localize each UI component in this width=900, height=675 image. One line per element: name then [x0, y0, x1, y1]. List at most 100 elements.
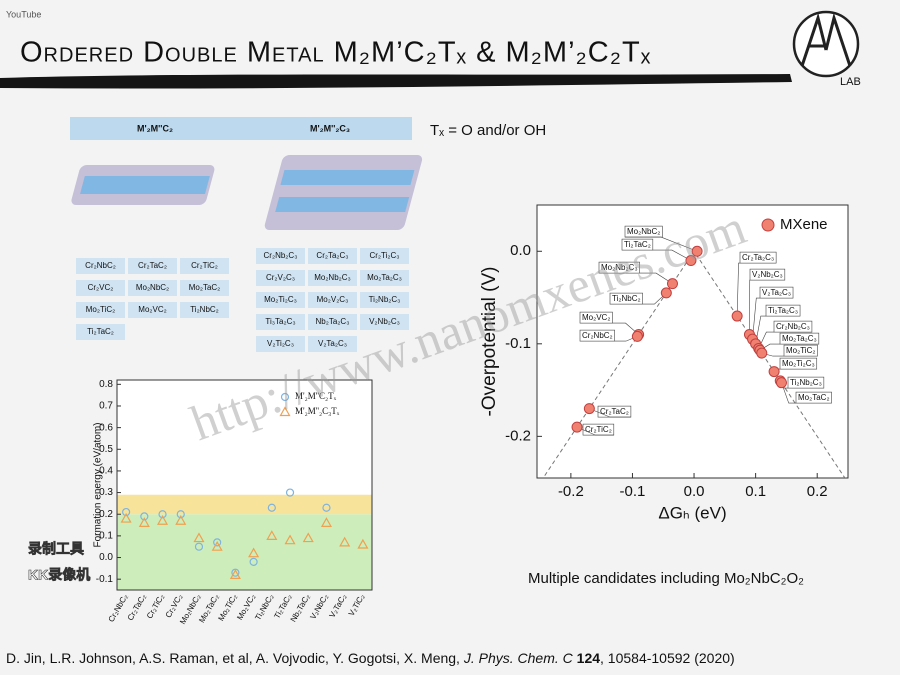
x-tick-label: -0.2 — [558, 483, 584, 500]
mxene-point — [571, 421, 583, 433]
mxene-point — [631, 330, 643, 342]
plot-frame — [116, 379, 373, 591]
compound-cell — [308, 314, 357, 330]
mxene-point — [768, 366, 780, 378]
citation-authors: D. Jin, L.R. Johnson, A.S. Raman, et al,… — [6, 650, 464, 666]
point-label: Mo₂NbC₂ — [627, 227, 660, 236]
leader-line — [639, 272, 673, 284]
triangle-point — [120, 512, 132, 523]
triangle-point — [248, 547, 260, 558]
compound-cell — [308, 336, 357, 352]
point-label: Mo₂Nb₂C₃ — [601, 263, 638, 272]
mxene-point — [731, 310, 743, 322]
point-label: Cr₂TiC₂ — [585, 425, 612, 434]
compound-label: Ti₂Nb₂C₃ — [369, 295, 401, 304]
triangle-point — [175, 514, 187, 525]
circle-point — [122, 507, 131, 517]
slide-title: Ordered Double Metal M₂M’C₂Tₓ & M₂M’₂C₂T… — [20, 37, 651, 69]
triangle-point — [320, 517, 332, 527]
triangle-point — [211, 540, 223, 551]
compound-label: Cr₂VC₂ — [88, 283, 114, 292]
x-tick-label: 0.0 — [684, 483, 705, 500]
y-axis-label: Formation energy (eV/atom) — [93, 422, 104, 547]
compound-label: Ti₂TaC₂ — [87, 327, 114, 336]
logo-label: LAB — [840, 76, 861, 88]
point-label-box — [773, 320, 813, 333]
compound-label: Mo₂TiC₂ — [86, 305, 115, 314]
compound-label: Mo₂NbC₂ — [136, 283, 169, 292]
compound-label: Ti₃Ta₂C₃ — [265, 317, 295, 326]
point-label-box — [759, 286, 794, 299]
circle-point — [267, 503, 276, 512]
compound-label: Nb₂Ta₂C₃ — [316, 317, 350, 326]
compound-cell — [308, 248, 357, 264]
compound-cell — [256, 248, 305, 264]
y-tick-label: 0.4 — [99, 466, 113, 477]
compound-cell — [256, 292, 305, 308]
leader-line — [758, 331, 774, 349]
y-tick-label: 0.2 — [99, 509, 113, 520]
y-tick-label: -0.1 — [505, 335, 531, 352]
circle-point — [322, 503, 331, 512]
triangle-point — [279, 406, 291, 417]
mxene-point — [685, 255, 697, 267]
mxene-point — [775, 377, 787, 389]
point-label-box — [609, 292, 643, 305]
recorder-watermark: 录制工具 — [28, 541, 84, 557]
compound-label: Mo₂VC₂ — [138, 305, 166, 314]
y-tick-label: 0.5 — [99, 444, 113, 455]
mxene-point — [660, 287, 672, 299]
point-label-box — [787, 376, 825, 389]
point-label-box — [739, 251, 777, 264]
y-tick-label: 0.0 — [99, 552, 113, 563]
triangle-point — [284, 534, 296, 545]
point-label: Mo₂Ti₂C₃ — [782, 359, 815, 368]
triangle-point — [138, 517, 150, 527]
point-label-box — [598, 261, 640, 274]
circle-point — [158, 510, 167, 519]
point-label: Mo₂VC₂ — [582, 313, 610, 322]
triangle-point — [157, 514, 169, 525]
citation: D. Jin, L.R. Johnson, A.S. Raman, et al,… — [6, 650, 735, 666]
compound-cell — [256, 314, 305, 330]
compound-label: Cr₂TiC₂ — [191, 261, 218, 270]
brush-stroke — [0, 74, 792, 89]
leader-line — [736, 262, 740, 317]
y-tick-label: 0.6 — [99, 422, 113, 433]
point-label-box — [749, 268, 786, 281]
leader-line — [652, 249, 692, 261]
compound-cell — [360, 314, 409, 330]
compound-cell — [76, 280, 125, 296]
point-label-box — [765, 304, 801, 317]
compound-cell — [256, 270, 305, 286]
recorder-watermark: KK录像机 — [28, 567, 90, 583]
y-tick-label: 0.0 — [510, 242, 531, 259]
point-label: Ti₂Ta₂C₃ — [768, 306, 798, 315]
compound-label: Mo₂Ta₂C₃ — [367, 273, 402, 282]
leader-line — [781, 382, 796, 404]
compound-cell — [180, 280, 229, 296]
circle-point — [285, 488, 295, 497]
y-tick-label: -0.2 — [505, 427, 531, 444]
leader-line — [749, 279, 751, 335]
compound-label: Mo₂Nb₂C₃ — [314, 273, 351, 282]
triangle-point — [229, 569, 241, 579]
group-heading: M'₂M''C₂ — [137, 123, 173, 133]
point-label: Mo₂TaC₂ — [798, 393, 830, 402]
tx-note: Tₓ = O and/or OH — [430, 122, 546, 139]
compound-cell — [128, 280, 177, 296]
compound-cell — [360, 270, 409, 286]
structure-image — [71, 155, 423, 230]
compound-cell — [308, 270, 357, 286]
leader-line — [612, 322, 639, 335]
triangle-point — [302, 532, 314, 543]
legend-marker — [761, 218, 775, 232]
leader-line — [755, 315, 766, 344]
point-label: Cr₂Ta₂C₃ — [742, 253, 774, 262]
point-label: Cr₂Nb₂C₃ — [776, 322, 810, 331]
stability-band — [117, 514, 372, 590]
x-tick-label: 0.1 — [745, 483, 766, 500]
x-axis-label: ΔGₕ (eV) — [658, 503, 726, 522]
point-label: V₂Nb₂C₃ — [752, 270, 783, 279]
